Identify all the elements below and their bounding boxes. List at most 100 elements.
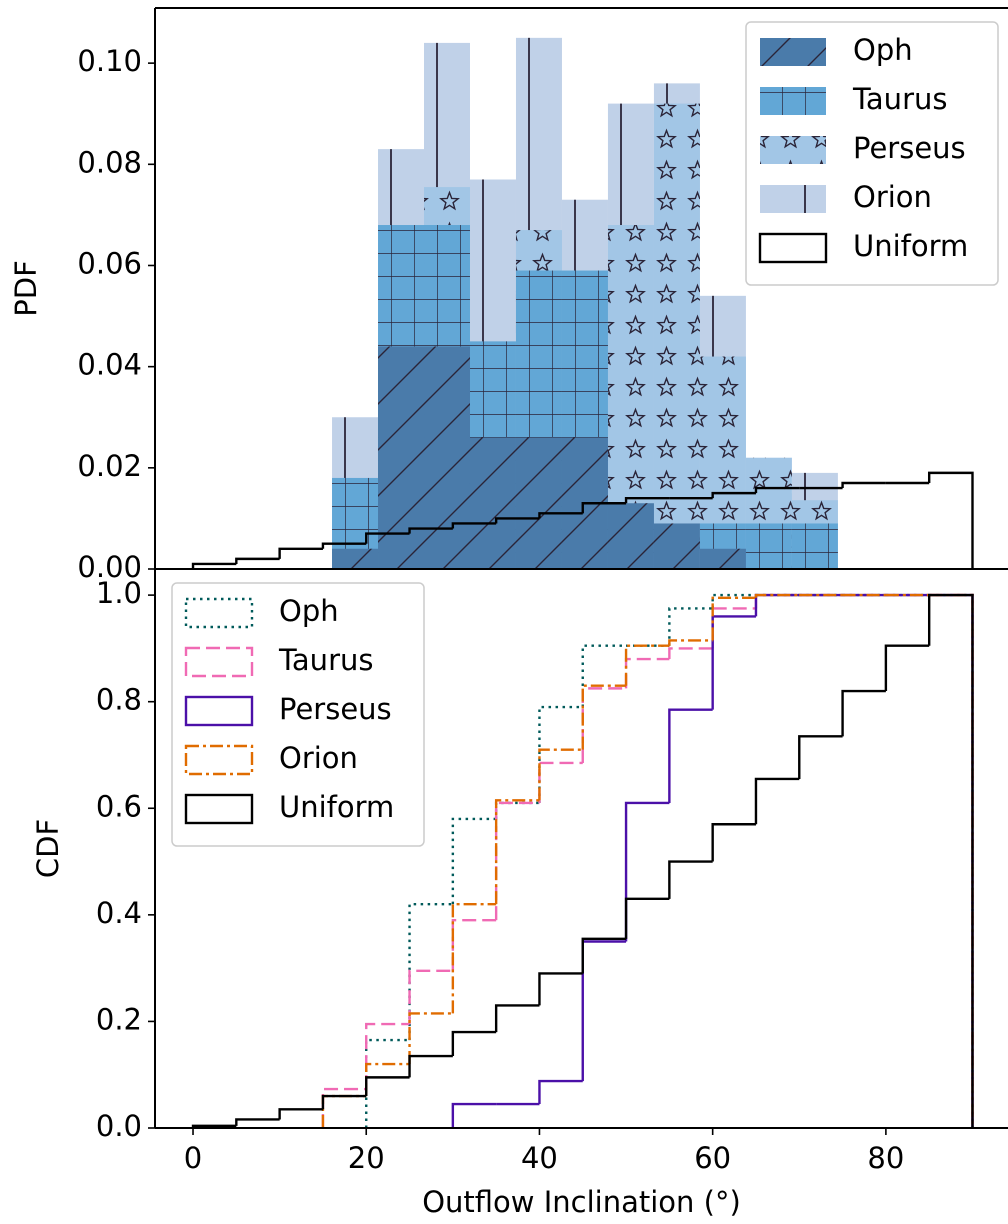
step-segment — [538, 748, 583, 801]
legend-patch — [758, 232, 828, 264]
x-tick-label: 60 — [694, 1141, 731, 1175]
step-segment — [365, 532, 410, 544]
step-segment — [711, 615, 756, 710]
x-tick-label: 40 — [521, 1141, 558, 1175]
step-segment — [278, 1108, 323, 1120]
y-tick-label: 0.6 — [96, 789, 142, 823]
y-tick-label: 0.2 — [96, 1002, 142, 1036]
y-tick-label: 0.00 — [77, 550, 142, 584]
legend-label: Uniform — [279, 790, 394, 824]
legend-patch-hatch — [760, 38, 826, 66]
step-segment — [494, 801, 540, 819]
step-segment — [321, 1094, 367, 1128]
step-segment — [754, 593, 800, 609]
step-segment — [278, 547, 323, 559]
step-segment — [927, 593, 974, 1128]
y-tick-label: 0.8 — [96, 683, 142, 717]
step-segment — [711, 593, 756, 609]
legend-label: Orion — [853, 180, 932, 214]
plot-area — [191, 593, 974, 1128]
step-segment — [624, 801, 670, 942]
step-segment — [668, 647, 713, 660]
step-segment — [365, 1076, 410, 1097]
step-segment — [581, 502, 627, 514]
legend-label: Perseus — [853, 131, 966, 165]
step-segment — [668, 607, 713, 646]
x-axis-label: Outflow Inclination (°) — [422, 1185, 741, 1219]
legend-patch — [184, 597, 254, 629]
step-segment — [451, 522, 497, 529]
step-segment — [624, 496, 670, 504]
y-tick-label: 0.0 — [96, 1109, 142, 1143]
bar-hatch — [424, 346, 470, 569]
step-segment — [451, 918, 497, 971]
step-segment — [668, 639, 713, 646]
legend: Oph Taurus Perseus Orion Uniform — [171, 582, 425, 847]
step-segment — [321, 1094, 367, 1110]
bar-hatch — [745, 523, 792, 569]
step-segment — [624, 644, 670, 686]
bar-hatch — [791, 523, 838, 569]
step-segment — [494, 801, 540, 921]
bar-hatch — [469, 437, 516, 569]
legend: Oph Taurus Perseus Orion Uniform — [745, 21, 999, 286]
step-segment — [581, 684, 627, 750]
y-tick-label: 0.02 — [77, 449, 142, 483]
step-segment — [538, 705, 583, 803]
legend-patch — [184, 793, 254, 825]
legend-label: Oph — [853, 33, 913, 67]
step-segment — [321, 542, 367, 549]
step-segment — [668, 708, 713, 803]
step-segment — [884, 644, 930, 692]
y-tick-label: 0.06 — [77, 246, 142, 280]
step-segment — [929, 593, 974, 1128]
bar-hatch — [607, 503, 654, 569]
y-tick-label: 0.4 — [96, 896, 142, 930]
bar-hatch — [699, 548, 746, 569]
step-segment — [408, 969, 453, 1025]
legend-label: Orion — [279, 741, 358, 775]
step-segment — [581, 940, 627, 1082]
step-segment — [235, 557, 280, 564]
step-segment — [581, 937, 627, 974]
step-segment — [538, 512, 583, 519]
step-segment — [494, 799, 540, 905]
legend-label: Taurus — [852, 82, 947, 116]
step-segment — [494, 517, 540, 524]
step-segment — [365, 1062, 410, 1097]
step-segment — [624, 897, 670, 939]
step-segment — [927, 471, 974, 569]
bar-hatch — [378, 346, 425, 569]
step-segment — [538, 761, 583, 803]
step-segment — [929, 593, 974, 1128]
step-segment — [235, 1118, 280, 1126]
y-axis-label: PDF — [9, 260, 43, 317]
step-segment — [451, 902, 497, 1014]
step-segment — [841, 689, 886, 737]
step-segment — [711, 491, 756, 499]
step-segment — [754, 593, 800, 617]
step-segment — [581, 644, 627, 708]
step-segment — [408, 1054, 453, 1078]
legend-label: Perseus — [279, 692, 392, 726]
step-segment — [754, 486, 800, 494]
legend-label: Oph — [279, 594, 339, 628]
step-segment — [408, 527, 453, 534]
y-tick-label: 0.08 — [77, 145, 142, 179]
step-segment — [754, 777, 800, 825]
step-segment — [798, 735, 843, 779]
step-segment — [451, 817, 497, 905]
legend-label: Taurus — [278, 643, 373, 677]
step-segment — [668, 860, 713, 899]
bar-hatch — [653, 523, 700, 569]
legend-patch — [184, 646, 254, 678]
step-segment — [408, 1012, 453, 1065]
step-segment — [711, 823, 756, 862]
legend-patch — [184, 744, 254, 776]
x-tick-label: 80 — [867, 1141, 904, 1175]
x-tick-label: 20 — [348, 1141, 385, 1175]
legend-patch-hatch — [760, 185, 826, 213]
y-axis-label: CDF — [31, 819, 65, 878]
step-segment — [711, 607, 756, 649]
